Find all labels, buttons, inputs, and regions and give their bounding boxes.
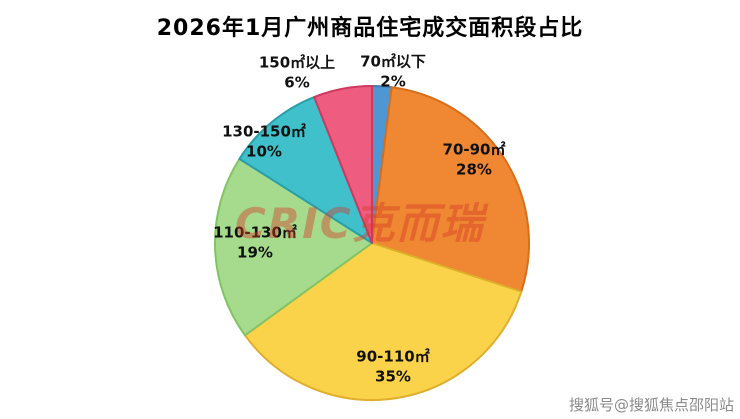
pie-slice-5: [313, 85, 373, 244]
pie-slice-label-2: 90-110㎡ 35%: [356, 348, 429, 387]
sohu-watermark: 搜狐号@搜狐焦点邵阳站: [568, 396, 734, 414]
pie-slice-label-3: 110-130㎡ 19%: [213, 224, 297, 263]
pie-slice-4: [238, 96, 373, 244]
slice-percent-text: 35%: [375, 367, 411, 385]
slice-percent-text: 2%: [380, 72, 406, 90]
slice-category-text: 70-90㎡: [442, 140, 506, 159]
slice-category-text: 90-110㎡: [356, 347, 430, 366]
pie-slice-1: [371, 86, 530, 293]
slice-category-text: 70㎡以下: [360, 52, 426, 71]
pie-slice-3: [214, 157, 373, 337]
slice-category-text: 150㎡以上: [258, 53, 336, 72]
slice-percent-text: 19%: [237, 243, 273, 261]
pie-slice-label-4: 130-150㎡ 10%: [222, 123, 306, 162]
slice-category-text: 110-130㎡: [213, 223, 297, 242]
pie-slice-label-5: 150㎡以上 6%: [259, 54, 335, 93]
pie-slice-label-0: 70㎡以下 2%: [360, 53, 426, 92]
pie-slice-2: [243, 242, 523, 401]
slice-percent-text: 10%: [246, 142, 282, 160]
slice-percent-text: 28%: [456, 160, 492, 178]
slice-percent-text: 6%: [284, 73, 310, 91]
slice-category-text: 130-150㎡: [222, 122, 306, 141]
pie-slice-label-1: 70-90㎡ 28%: [443, 141, 506, 180]
chart-title: 2026年1月广州商品住宅成交面积段占比: [156, 16, 584, 41]
